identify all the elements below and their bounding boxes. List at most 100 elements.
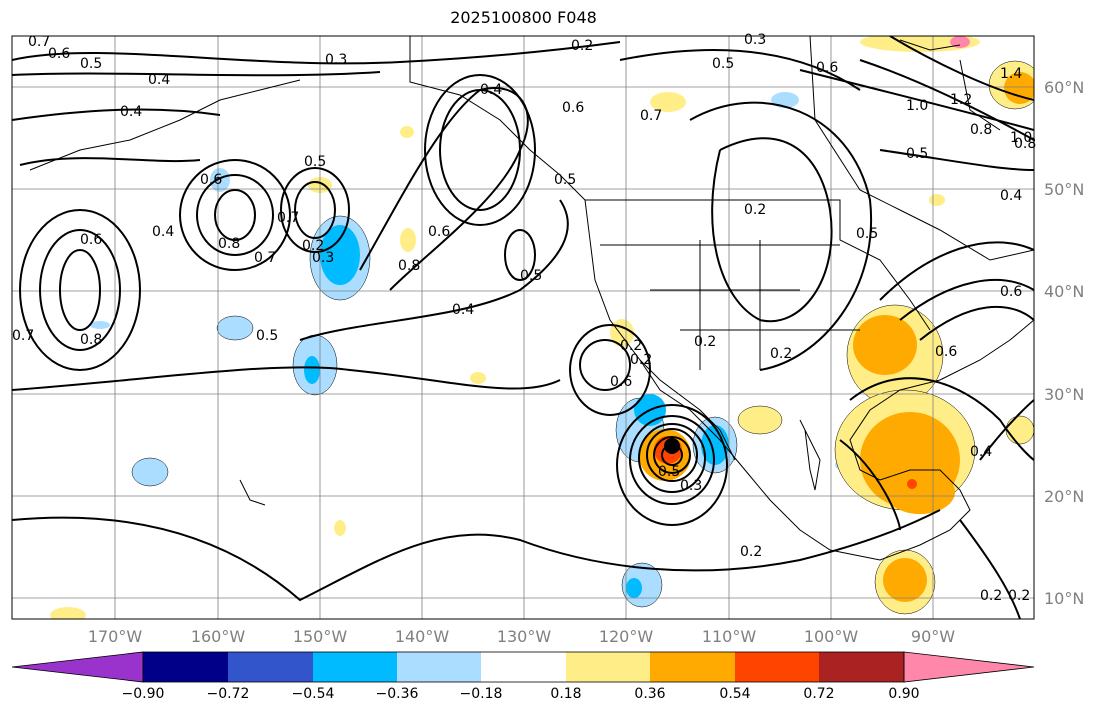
longitude-labels: 170°W 160°W 150°W 140°W 130°W 120°W 110°…	[88, 627, 955, 646]
colorbar-tick: 0.18	[550, 686, 581, 702]
svg-text:0.6: 0.6	[200, 172, 222, 188]
neg-patch	[131, 457, 169, 487]
svg-text:0.7: 0.7	[277, 210, 299, 226]
colorbar-tick: −0.72	[207, 686, 250, 702]
svg-text:0.6: 0.6	[1000, 284, 1022, 300]
svg-text:1.2: 1.2	[950, 92, 972, 108]
svg-text:0.3: 0.3	[312, 250, 334, 266]
pos-patch	[885, 470, 955, 514]
colorbar-bin	[819, 652, 904, 682]
svg-text:0.2: 0.2	[744, 202, 766, 218]
pos-patch	[334, 520, 346, 536]
neg-patch	[304, 356, 320, 384]
colorbar-bin	[313, 652, 397, 682]
neg-patch	[626, 578, 642, 598]
svg-text:0.2: 0.2	[571, 38, 593, 54]
svg-text:0.7: 0.7	[28, 34, 50, 50]
svg-text:0.4: 0.4	[120, 104, 142, 120]
pos-patch	[929, 194, 945, 206]
svg-text:0.7: 0.7	[254, 250, 276, 266]
pos-patch	[650, 92, 686, 112]
svg-text:0.4: 0.4	[152, 224, 174, 240]
svg-text:150°W: 150°W	[293, 627, 348, 646]
colorbar-bin	[143, 652, 228, 682]
pos-patch	[853, 315, 917, 375]
svg-text:0.8: 0.8	[80, 332, 102, 348]
pos-patch	[400, 228, 416, 252]
svg-text:0.6: 0.6	[935, 344, 957, 360]
contours	[12, 36, 1034, 619]
svg-text:20°N: 20°N	[1044, 487, 1084, 506]
svg-text:0.2: 0.2	[770, 346, 792, 362]
svg-text:110°W: 110°W	[702, 627, 757, 646]
colorbar-tick: 0.90	[888, 686, 919, 702]
svg-text:0.4: 0.4	[452, 302, 474, 318]
svg-text:170°W: 170°W	[88, 627, 143, 646]
svg-text:0.6: 0.6	[428, 224, 450, 240]
svg-text:0.3: 0.3	[680, 478, 702, 494]
svg-text:0.4: 0.4	[1000, 188, 1022, 204]
svg-text:0.6: 0.6	[816, 60, 838, 76]
svg-text:0.6: 0.6	[48, 46, 70, 62]
pos-patch	[907, 479, 917, 489]
colorbar-bin	[566, 652, 650, 682]
colorbar-bin	[481, 652, 566, 682]
colorbar-tick: −0.18	[460, 686, 503, 702]
svg-text:0.5: 0.5	[520, 268, 542, 284]
pos-patch	[50, 607, 86, 619]
svg-text:90°W: 90°W	[911, 627, 955, 646]
svg-text:0.8: 0.8	[398, 258, 420, 274]
neg-patch	[210, 168, 230, 192]
colorbar-tick: 0.54	[719, 686, 750, 702]
svg-text:0.2: 0.2	[740, 544, 762, 560]
svg-text:30°N: 30°N	[1044, 385, 1084, 404]
colorbar-extend-low	[11, 651, 144, 683]
svg-text:140°W: 140°W	[395, 627, 450, 646]
svg-text:0.5: 0.5	[554, 172, 576, 188]
svg-text:0.6: 0.6	[610, 374, 632, 390]
colorbar-tick: −0.54	[292, 686, 335, 702]
svg-text:0.5: 0.5	[304, 154, 326, 170]
svg-text:120°W: 120°W	[599, 627, 654, 646]
svg-text:100°W: 100°W	[804, 627, 859, 646]
colorbar-extend-high	[903, 651, 1035, 683]
latitude-labels: 60°N 50°N 40°N 30°N 20°N 10°N	[1044, 78, 1084, 608]
pos-patch	[400, 126, 414, 138]
svg-text:1.4: 1.4	[1000, 66, 1022, 82]
svg-text:1.0: 1.0	[1010, 130, 1032, 146]
coastlines	[29, 36, 1034, 561]
svg-text:0.2: 0.2	[980, 588, 1002, 604]
neg-patch	[320, 225, 360, 285]
pos-patch	[950, 36, 970, 48]
pos-patch	[883, 558, 927, 602]
neg-patch	[216, 315, 254, 341]
colorbar-tick: 0.36	[634, 686, 665, 702]
svg-text:0.2: 0.2	[302, 238, 324, 254]
svg-text:0.2: 0.2	[694, 334, 716, 350]
svg-text:0.4: 0.4	[970, 444, 992, 460]
svg-text:0.5: 0.5	[906, 146, 928, 162]
colorbar-tick: −0.90	[122, 686, 165, 702]
map-title: 2025100800 F048	[450, 8, 597, 27]
colorbar-bin	[228, 652, 313, 682]
pos-patch	[470, 372, 486, 384]
svg-text:0.3: 0.3	[325, 52, 347, 68]
svg-text:0.8: 0.8	[218, 236, 240, 252]
svg-text:0.2: 0.2	[630, 352, 652, 368]
colorbar-bin	[735, 652, 819, 682]
svg-text:0.6: 0.6	[80, 232, 102, 248]
pos-patch	[860, 36, 980, 52]
colorbar-bin	[397, 652, 481, 682]
svg-text:0.7: 0.7	[640, 108, 662, 124]
svg-text:1.0: 1.0	[906, 98, 928, 114]
svg-text:0.2: 0.2	[1008, 588, 1030, 604]
colorbar: −0.90 −0.72 −0.54 −0.36 −0.18 0.18 0.36 …	[11, 651, 1035, 702]
svg-text:0.4: 0.4	[480, 82, 502, 98]
colorbar-bin	[650, 652, 735, 682]
svg-text:50°N: 50°N	[1044, 180, 1084, 199]
colorbar-tick: −0.36	[376, 686, 419, 702]
svg-text:0.8: 0.8	[1014, 136, 1036, 152]
svg-text:0.2: 0.2	[620, 338, 642, 354]
svg-text:0.5: 0.5	[256, 328, 278, 344]
